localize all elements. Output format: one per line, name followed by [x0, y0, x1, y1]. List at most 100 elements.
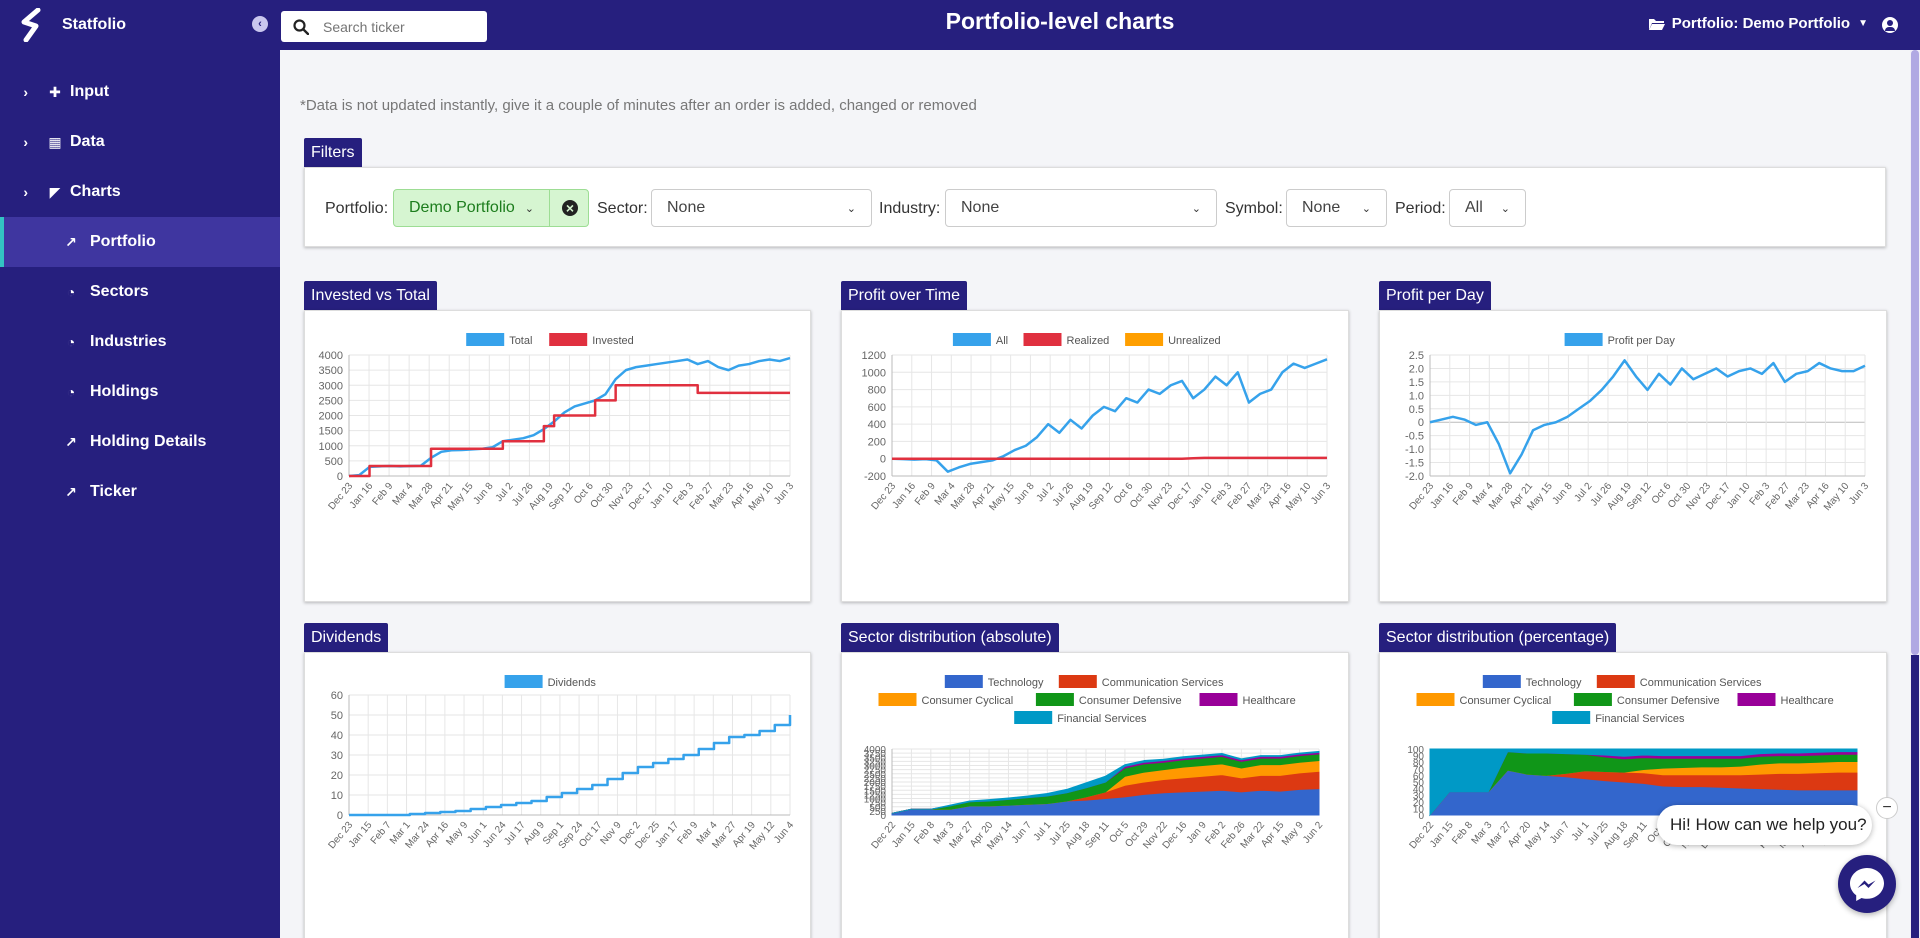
sidebar-item-holding-details[interactable]: ↗ Holding Details — [0, 417, 280, 467]
legend-swatch — [944, 675, 983, 688]
y-tick-label: 1.0 — [1409, 390, 1424, 402]
sidebar-item-portfolio[interactable]: ↗ Portfolio — [0, 217, 280, 267]
page-scrollbar-thumb[interactable] — [1911, 50, 1919, 655]
brand-logo[interactable]: Statfolio — [20, 6, 126, 44]
y-tick-label: 0 — [337, 810, 343, 822]
legend-swatch — [1596, 675, 1635, 688]
chart-area-icon: ◤ — [49, 183, 61, 200]
y-tick-label: 1.5 — [1409, 377, 1424, 389]
search-box[interactable] — [281, 11, 487, 42]
symbol-filter-label: Symbol: — [1225, 200, 1283, 217]
legend-label: Profit per Day — [1608, 335, 1676, 347]
y-tick-label: 1750 — [864, 782, 887, 793]
sidebar-group-charts[interactable]: › ◤ Charts — [0, 167, 280, 217]
sidebar-item-holdings[interactable]: ◔ Holdings — [0, 367, 280, 417]
portfolio-selector[interactable]: Portfolio: Demo Portfolio ▼ — [1648, 15, 1868, 32]
messenger-chat-button[interactable] — [1838, 855, 1896, 913]
period-filter-value: All — [1465, 199, 1483, 216]
y-tick-label: 500 — [869, 803, 886, 814]
y-tick-label: 50 — [331, 710, 343, 722]
caret-down-icon: ▼ — [1858, 18, 1868, 29]
invested-chart-title: Invested vs Total — [304, 281, 437, 311]
y-tick-label: 1000 — [862, 367, 886, 379]
y-tick-label: 400 — [868, 419, 886, 431]
sector-filter-label: Sector: — [597, 200, 648, 217]
period-filter-label: Period: — [1395, 200, 1446, 217]
y-tick-label: 60 — [331, 690, 343, 702]
chat-greeting[interactable]: Hi! How can we help you? — [1657, 805, 1872, 845]
profit-over-time-chart: All Realized Unrealized -200 0 200 400 600 800 10… — [862, 333, 1334, 513]
chevron-right-icon: › — [23, 84, 28, 100]
y-tick-label: 2500 — [864, 770, 887, 781]
line-chart-icon: ↗ — [65, 483, 77, 500]
user-icon[interactable] — [1882, 17, 1898, 33]
legend-swatch — [1564, 333, 1603, 346]
y-tick-label: 1000 — [319, 441, 343, 453]
x-tick-label: May 9 — [1280, 820, 1306, 848]
sector-filter-select[interactable]: None ⌄ — [651, 189, 872, 227]
pie-chart-icon: ◔ — [66, 384, 76, 400]
sidebar-item-industries[interactable]: ◔ Industries — [0, 317, 280, 367]
y-tick-label: 40 — [1413, 785, 1425, 796]
portfolio-filter-select[interactable]: Demo Portfolio ⌄ — [393, 189, 550, 227]
y-tick-label: 4000 — [864, 745, 887, 756]
sector-filter-value: None — [667, 199, 706, 216]
portfolio-filter-value: Demo Portfolio — [409, 199, 515, 216]
series-line-invested — [349, 384, 790, 478]
x-tick-label: Jun 8 — [1551, 481, 1575, 507]
legend-swatch — [1058, 675, 1097, 688]
sidebar — [0, 50, 280, 938]
y-tick-label: 30 — [1413, 791, 1425, 802]
y-tick-label: 3750 — [864, 749, 887, 760]
clear-portfolio-icon[interactable] — [549, 189, 589, 227]
y-tick-label: 3250 — [864, 757, 887, 768]
sidebar-group-input[interactable]: › ✚ Input — [0, 67, 280, 117]
chevron-down-icon: ⌄ — [1191, 202, 1201, 215]
portfolio-selector-label: Portfolio: Demo Portfolio — [1671, 15, 1851, 32]
y-tick-label: 200 — [868, 436, 886, 448]
y-tick-label: 3000 — [319, 380, 343, 392]
sidebar-item-sectors[interactable]: ◔ Sectors — [0, 267, 280, 317]
legend-label: Communication Services — [1640, 677, 1762, 689]
symbol-filter-select[interactable]: None ⌄ — [1286, 189, 1387, 227]
x-tick-label: Feb 9 — [371, 481, 396, 508]
y-tick-label: 0 — [1418, 417, 1424, 429]
sidebar-collapse-icon[interactable]: ‹ — [252, 16, 268, 32]
y-tick-label: 20 — [331, 770, 343, 782]
folder-open-icon — [1648, 18, 1665, 30]
legend-label: Technology — [988, 677, 1044, 689]
sidebar-item-label: Sectors — [90, 283, 149, 300]
y-tick-label: 1500 — [864, 786, 887, 797]
legend-label: Financial Services — [1057, 713, 1147, 725]
chevron-down-icon: ⌄ — [1361, 202, 1371, 215]
chevron-down-icon: ⌄ — [846, 202, 856, 215]
sidebar-group-data[interactable]: › ▦ Data — [0, 117, 280, 167]
y-tick-label: 2750 — [864, 766, 887, 777]
chat-close-icon[interactable]: − — [1876, 797, 1898, 819]
y-tick-label: 3500 — [864, 753, 887, 764]
legend-label: Total — [509, 335, 532, 347]
y-tick-label: 30 — [331, 750, 343, 762]
page-title: Portfolio-level charts — [945, 8, 1175, 34]
page-scrollbar-lower — [1911, 655, 1919, 938]
legend-label: Healthcare — [1781, 695, 1834, 707]
chevron-down-icon: ⌄ — [524, 202, 534, 215]
sector-pct-chart-title: Sector distribution (percentage) — [1379, 623, 1617, 653]
search-input[interactable] — [323, 18, 473, 35]
symbol-filter-value: None — [1302, 199, 1341, 216]
legend-swatch — [952, 333, 991, 346]
x-tick-label: Jun 7 — [1010, 820, 1034, 846]
pie-chart-icon: ◔ — [66, 334, 76, 350]
industry-filter-label: Industry: — [879, 200, 941, 217]
sidebar-item-ticker[interactable]: ↗ Ticker — [0, 467, 280, 517]
industry-filter-select[interactable]: None ⌄ — [945, 189, 1217, 227]
period-filter-select[interactable]: All ⌄ — [1449, 189, 1526, 227]
legend-swatch — [1199, 693, 1238, 706]
x-tick-label: May 9 — [444, 820, 470, 848]
app-name: Statfolio — [62, 16, 126, 33]
y-tick-label: -200 — [864, 471, 886, 483]
series-area-financial-services — [891, 750, 1320, 814]
sidebar-item-label: Portfolio — [90, 233, 156, 250]
line-chart-icon: ↗ — [65, 433, 77, 450]
